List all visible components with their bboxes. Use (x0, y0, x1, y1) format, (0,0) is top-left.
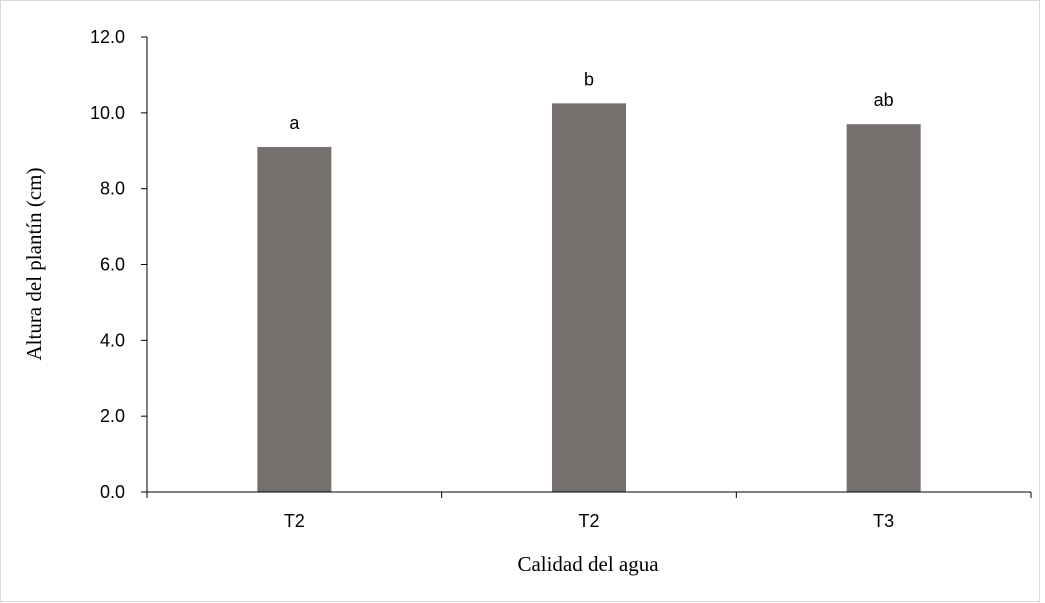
y-tick-label: 10.0 (90, 103, 125, 123)
x-tick-label: T2 (578, 511, 599, 531)
y-tick-label: 8.0 (100, 179, 125, 199)
x-axis-title: Calidad del agua (517, 552, 659, 576)
data-label: a (289, 113, 300, 133)
data-label: ab (874, 90, 894, 110)
bars-group (257, 103, 921, 493)
y-tick-label: 4.0 (100, 330, 125, 350)
x-tick-label: T3 (873, 511, 894, 531)
bar (257, 146, 332, 493)
x-ticks-group: T2 T2 T3 (146, 492, 1032, 531)
bar (846, 124, 921, 492)
y-tick-label: 0.0 (100, 482, 125, 502)
data-label: b (584, 69, 594, 89)
y-ticks-group: 0.0 2.0 4.0 6.0 8.0 10.0 12.0 (90, 27, 147, 502)
y-tick-label: 6.0 (100, 255, 125, 275)
x-tick-label: T2 (284, 511, 305, 531)
y-axis-title: Altura del plantín (cm) (22, 167, 46, 360)
y-tick-label: 2.0 (100, 406, 125, 426)
bar (552, 103, 626, 493)
y-tick-label: 12.0 (90, 27, 125, 47)
